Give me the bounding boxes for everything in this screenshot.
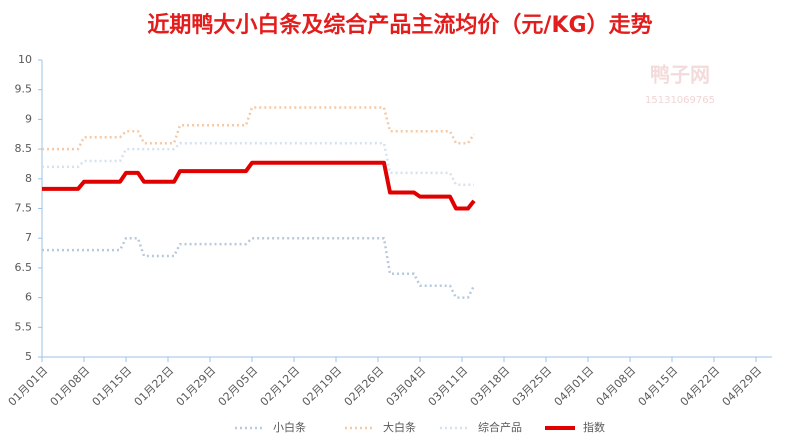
x-tick-label: 04月29日	[720, 364, 765, 409]
x-tick-label: 04月08日	[594, 364, 639, 409]
y-tick-label: 6.5	[15, 261, 33, 274]
y-tick-label: 10	[18, 53, 32, 66]
y-tick-label: 9	[25, 112, 32, 125]
x-tick-label: 01月22日	[132, 364, 177, 409]
y-tick-label: 7	[25, 231, 32, 244]
x-tick-label: 03月11日	[426, 364, 471, 409]
series-line	[42, 106, 476, 151]
x-tick-label: 03月25日	[510, 364, 555, 409]
y-tick-label: 9.5	[15, 83, 33, 96]
x-tick-label: 01月08日	[48, 364, 93, 409]
x-tick-label: 04月22日	[678, 364, 723, 409]
y-tick-label: 8	[25, 172, 32, 185]
x-tick-label: 01月29日	[174, 364, 219, 409]
x-tick-label: 02月12日	[258, 364, 303, 409]
y-tick-label: 7.5	[15, 202, 33, 215]
series-line	[42, 236, 476, 299]
x-tick-label: 02月19日	[300, 364, 345, 409]
series-line	[42, 141, 474, 186]
x-tick-label: 03月04日	[384, 364, 429, 409]
x-tick-label: 02月26日	[342, 364, 387, 409]
legend-label: 小白条	[273, 420, 306, 434]
chart-title: 近期鸭大小白条及综合产品主流均价（元/KG）走势	[147, 12, 652, 38]
y-tick-label: 8.5	[15, 142, 33, 155]
watermark-phone: 15131069765	[645, 95, 715, 106]
legend-label: 综合产品	[478, 420, 522, 434]
legend-label: 指数	[583, 420, 605, 434]
x-tick-label: 04月01日	[552, 364, 597, 409]
x-tick-label: 03月18日	[468, 364, 513, 409]
watermark: 鸭子网	[650, 63, 710, 87]
y-tick-label: 5	[25, 350, 32, 363]
x-tick-label: 01月01日	[6, 364, 51, 409]
series-line	[42, 160, 476, 211]
legend-label: 大白条	[383, 420, 416, 434]
x-tick-label: 04月15日	[636, 364, 681, 409]
y-tick-label: 5.5	[15, 320, 33, 333]
y-tick-label: 6	[25, 291, 32, 304]
x-tick-label: 01月15日	[90, 364, 135, 409]
x-tick-label: 02月05日	[216, 364, 261, 409]
